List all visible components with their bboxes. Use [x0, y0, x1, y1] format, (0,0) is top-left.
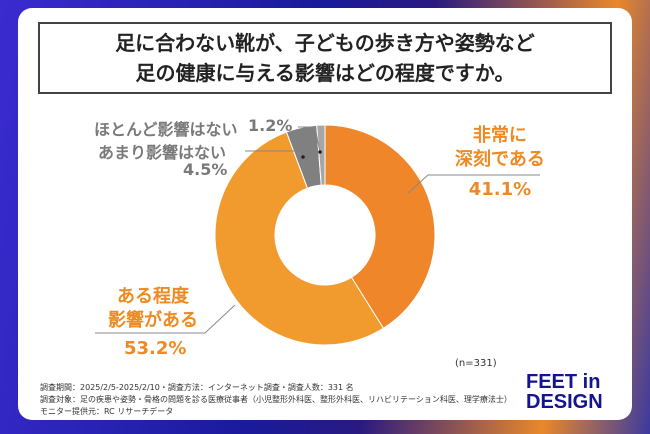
logo-line1: FEET in: [526, 371, 601, 393]
chart-title: 足に合わない靴が、子どもの歩き方や姿勢など 足の健康に与える影響はどの程度ですか…: [38, 22, 612, 94]
value-little: 4.5%: [183, 160, 228, 179]
leader-dot-none: [318, 150, 322, 154]
label-none: ほとんど影響はない: [94, 120, 238, 139]
label-serious-line1: 非常に: [472, 125, 527, 146]
footer-target: 調査対象：足の疾患や姿勢・骨格の問題を診る医療従事者（小児整形外科医、整形外科医…: [40, 395, 512, 404]
logo-line2: DESIGN: [526, 391, 603, 413]
feet-in-design-logo: FEET in DESIGN: [526, 372, 603, 412]
sample-size: (n=331): [455, 358, 497, 369]
slice-serious: [324, 124, 436, 329]
footer-source: モニター提供元：RC リサーチデータ: [40, 407, 174, 416]
label-somewhat-line1: ある程度: [117, 286, 189, 307]
leader-dot-little: [301, 155, 305, 159]
leader-line-somewhat: [95, 304, 236, 334]
card: [18, 8, 632, 420]
leader-line-serious: [407, 174, 540, 194]
value-serious: 41.1%: [468, 179, 532, 200]
slice-somewhat: [214, 131, 385, 346]
leader-line-none: [298, 126, 321, 153]
title-line-1: 足に合わない靴が、子どもの歩き方や姿勢など: [115, 31, 535, 55]
slice-none: [316, 124, 326, 186]
label-serious: 非常に 深刻である 41.1%: [455, 124, 545, 202]
footer-period: 調査期間：2025/2/5-2025/2/10・調査方法：インターネット調査・調…: [40, 383, 354, 392]
leader-line-little: [245, 150, 304, 158]
label-little: あまり影響はない: [98, 143, 227, 162]
label-serious-line2: 深刻である: [455, 149, 545, 170]
value-somewhat: 53.2%: [124, 338, 187, 359]
title-line-2: 足の健康に与える影響はどの程度ですか。: [135, 61, 515, 85]
label-somewhat: ある程度 影響がある: [108, 285, 198, 333]
value-none: 1.2%: [248, 116, 293, 135]
label-somewhat-line2: 影響がある: [108, 310, 198, 331]
